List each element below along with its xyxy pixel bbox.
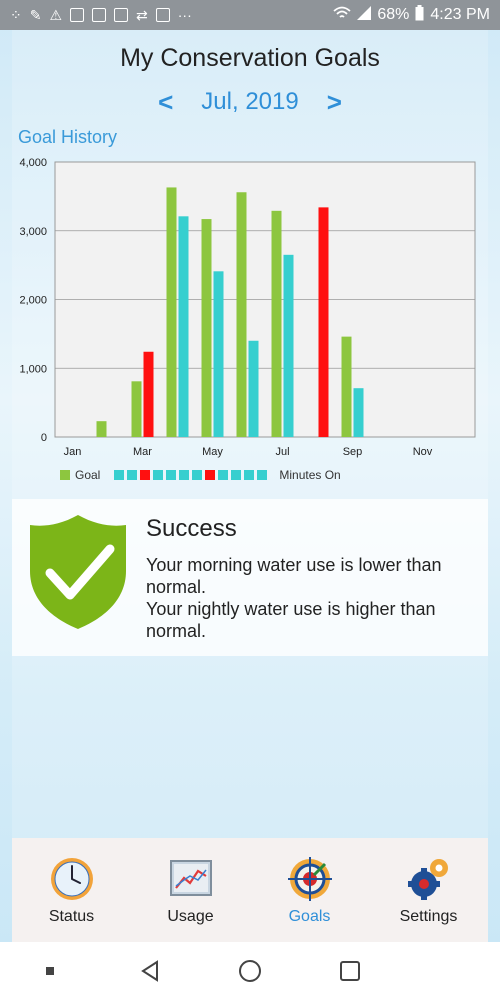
status-bar: ⁘ ✎ ⚠ ⇄ ··· 68% 4:23 PM	[0, 0, 500, 30]
current-month: Jul, 2019	[201, 88, 299, 115]
more-icon: ···	[177, 7, 192, 23]
bar-minutes-on	[283, 254, 294, 437]
square-icon	[340, 961, 360, 981]
bar-goal	[96, 421, 107, 437]
notification-icon: ⁘	[10, 6, 22, 23]
bar-minutes-on	[178, 216, 189, 437]
x-tick-label: Mar	[133, 446, 152, 458]
legend-swatches-minutes-on	[114, 470, 268, 480]
usb-icon: ⇄	[136, 6, 148, 23]
notification-icons: ⁘ ✎ ⚠ ⇄ ···	[10, 7, 333, 24]
legend-swatch	[140, 470, 151, 480]
next-month-button[interactable]: >	[326, 86, 342, 117]
legend-label-minutes-on: Minutes On	[279, 468, 341, 482]
y-tick-label: 0	[41, 432, 47, 444]
bar-goal	[166, 187, 177, 437]
bottom-tab-bar: Status Usage Goals	[12, 838, 488, 942]
x-tick-label: May	[202, 446, 223, 458]
battery-icon	[415, 4, 424, 26]
tab-status[interactable]: Status	[12, 838, 131, 942]
shield-check-icon	[30, 515, 126, 629]
home-circle-icon	[239, 960, 261, 982]
legend-swatch	[127, 470, 138, 480]
section-label: Goal History	[18, 127, 118, 147]
tab-usage[interactable]: Usage	[131, 838, 250, 942]
result-title: Success	[146, 515, 237, 542]
tab-settings[interactable]: Settings	[369, 838, 488, 942]
wifi-icon	[333, 6, 351, 25]
bar-minutes-on	[353, 388, 364, 437]
tab-label: Status	[48, 908, 95, 925]
tab-label: Goals	[288, 908, 331, 925]
tab-label: Usage	[167, 908, 214, 925]
tab-goals[interactable]: Goals	[250, 838, 369, 942]
x-tick-label: Sep	[343, 446, 363, 458]
back-button[interactable]	[130, 951, 170, 991]
signal-icon	[357, 5, 372, 25]
legend-label-goal: Goal	[75, 468, 101, 482]
chart-canvas: 0 1,000 2,000 3,000 4,000 Jan Mar May Jul Sep Nov	[19, 157, 476, 458]
legend-swatch	[179, 470, 190, 480]
dot-icon	[46, 967, 54, 975]
bar-goal	[201, 219, 212, 437]
bar-goal	[236, 192, 247, 437]
result-message: Your nightly water use is higher than no…	[146, 599, 436, 641]
battery-level: 68%	[377, 6, 410, 23]
result-messages: Your morning water use is lower than nor…	[146, 554, 481, 642]
bar-goal	[131, 381, 142, 437]
bar-minutes-on	[248, 340, 259, 437]
x-tick-label: Jul	[275, 446, 289, 458]
legend-swatch	[244, 470, 255, 480]
goal-history-chart: 0 1,000 2,000 3,000 4,000 Jan Mar May Jul Sep Nov …	[12, 150, 488, 490]
bar-minutes-on	[213, 271, 224, 437]
target-icon	[287, 857, 332, 901]
recents-dot-button[interactable]	[30, 951, 70, 991]
chart-legend: Goal Minutes On	[60, 468, 341, 482]
overview-button[interactable]	[330, 951, 370, 991]
back-triangle-icon	[141, 960, 158, 982]
warning-icon: ⚠	[49, 6, 63, 23]
legend-swatch	[218, 470, 229, 480]
chart-icon	[169, 860, 212, 896]
notification-icon	[70, 8, 85, 22]
system-nav-bar	[0, 942, 500, 1000]
bar-goal	[271, 210, 282, 437]
clock-icon	[50, 858, 93, 900]
x-tick-label: Jan	[64, 446, 82, 458]
y-tick-label: 1,000	[19, 363, 47, 375]
notification-icon: ✎	[29, 6, 42, 23]
mail-icon	[92, 8, 107, 22]
bar-minutes-on	[318, 207, 329, 437]
legend-swatch	[166, 470, 177, 480]
legend-swatch	[153, 470, 164, 480]
download-icon	[155, 8, 170, 22]
y-tick-label: 2,000	[19, 295, 47, 307]
bar-goal	[341, 336, 352, 437]
month-navigator: < Jul, 2019 >	[0, 86, 500, 118]
legend-swatch	[257, 470, 268, 480]
page-title: My Conservation Goals	[120, 44, 380, 72]
x-tick-label: Nov	[413, 446, 433, 458]
legend-swatch	[231, 470, 242, 480]
result-card: Success Your morning water use is lower …	[12, 499, 488, 656]
result-message: Your morning water use is lower than nor…	[146, 555, 442, 597]
gears-icon	[407, 859, 448, 900]
bar-minutes-on	[143, 351, 154, 437]
legend-swatch-goal	[60, 470, 70, 480]
clock-time: 4:23 PM	[430, 6, 490, 23]
prev-month-button[interactable]: <	[158, 86, 174, 117]
y-tick-label: 4,000	[19, 157, 47, 169]
image-icon	[114, 8, 129, 22]
legend-swatch	[192, 470, 203, 480]
tab-label: Settings	[399, 908, 458, 925]
home-button[interactable]	[230, 951, 270, 991]
y-tick-label: 3,000	[19, 226, 47, 238]
legend-swatch	[114, 470, 125, 480]
legend-swatch	[205, 470, 216, 480]
